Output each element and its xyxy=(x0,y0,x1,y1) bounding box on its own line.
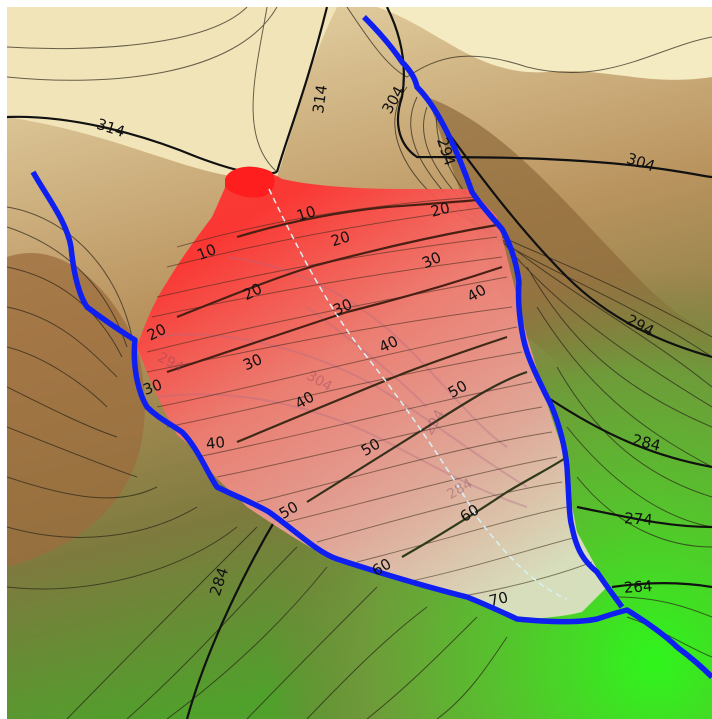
boundary-line xyxy=(30,170,712,679)
pit-deep-spot xyxy=(225,166,275,198)
depth-label: 10 xyxy=(194,240,218,264)
elevation-label: 274 xyxy=(624,509,654,529)
depth-label: 70 xyxy=(487,588,510,610)
pit-centerline xyxy=(268,188,568,600)
depth-label: 40 xyxy=(205,433,226,453)
minor-contours xyxy=(7,7,712,719)
boundary-line-east xyxy=(362,15,625,609)
index-contours xyxy=(7,7,712,719)
contour-map: 314 314 304 294 304 294 284 284 274 264 … xyxy=(7,7,712,719)
depth-label: 30 xyxy=(141,375,165,398)
elevation-label: 314 xyxy=(309,84,331,115)
depth-label: 20 xyxy=(329,227,353,250)
map-canvas: 314 314 304 294 304 294 284 284 274 264 … xyxy=(7,7,712,719)
depth-label: 10 xyxy=(294,202,318,225)
elevation-label: 264 xyxy=(623,577,653,597)
depth-label: 20 xyxy=(429,199,452,221)
depth-contours xyxy=(166,198,568,558)
